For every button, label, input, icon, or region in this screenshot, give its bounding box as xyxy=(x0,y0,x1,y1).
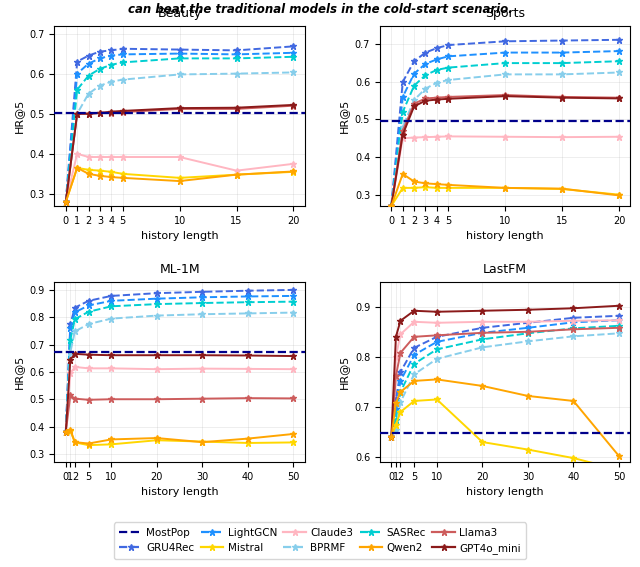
Title: Sports: Sports xyxy=(485,7,525,20)
Y-axis label: HR@5: HR@5 xyxy=(13,355,24,389)
Title: LastFM: LastFM xyxy=(483,263,527,276)
Y-axis label: HR@5: HR@5 xyxy=(13,99,24,133)
X-axis label: history length: history length xyxy=(141,488,218,497)
Legend: MostPop, GRU4Rec, LightGCN, Mistral, Claude3, BPRMF, SASRec, Qwen2, Llama3, GPT4: MostPop, GRU4Rec, LightGCN, Mistral, Cla… xyxy=(114,522,526,559)
X-axis label: history length: history length xyxy=(467,488,544,497)
Text: can beat the traditional models in the cold-start scenario.: can beat the traditional models in the c… xyxy=(127,3,513,16)
X-axis label: history length: history length xyxy=(467,231,544,241)
Title: Beauty: Beauty xyxy=(157,7,202,20)
Y-axis label: HR@5: HR@5 xyxy=(339,99,349,133)
Y-axis label: HR@5: HR@5 xyxy=(339,355,349,389)
X-axis label: history length: history length xyxy=(141,231,218,241)
Title: ML-1M: ML-1M xyxy=(159,263,200,276)
